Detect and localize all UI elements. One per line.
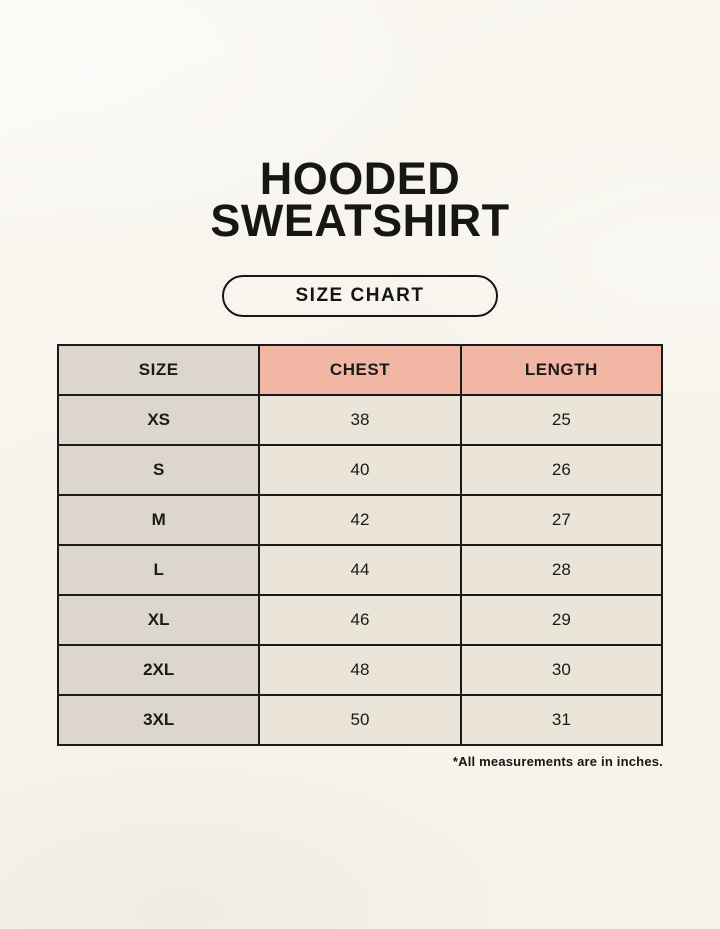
length-value: 29 xyxy=(459,594,664,646)
chest-value: 46 xyxy=(258,594,462,646)
measurement-note: *All measurements are in inches. xyxy=(452,754,663,769)
chest-value: 40 xyxy=(258,444,462,496)
size-label: S xyxy=(56,444,261,496)
size-label: M xyxy=(56,494,261,546)
chest-value: 48 xyxy=(258,644,462,696)
size-label: 2XL xyxy=(56,644,261,696)
column-header-size: SIZE xyxy=(56,344,261,396)
chest-value: 38 xyxy=(258,394,462,446)
size-label: L xyxy=(56,544,261,596)
table-row: XL 46 29 xyxy=(56,594,664,646)
page-title: HOODED SWEATSHIRT xyxy=(0,153,720,246)
chest-value: 50 xyxy=(258,694,462,746)
size-chart-badge-label: SIZE CHART xyxy=(295,285,425,306)
table-header-row: SIZE CHEST LENGTH xyxy=(56,344,664,396)
chest-value: 42 xyxy=(258,494,462,546)
length-value: 31 xyxy=(459,694,664,746)
length-value: 30 xyxy=(459,644,664,696)
size-chart-table: SIZE CHEST LENGTH XS 38 25 S 40 26 M 42 … xyxy=(56,344,664,746)
page-title-line1: HOODED xyxy=(259,153,461,204)
table-row: XS 38 25 xyxy=(56,394,664,446)
size-label: XS xyxy=(56,394,261,446)
table-row: L 44 28 xyxy=(56,544,664,596)
length-value: 27 xyxy=(459,494,664,546)
table-row: 3XL 50 31 xyxy=(56,694,664,746)
size-chart-badge: SIZE CHART xyxy=(222,275,498,317)
table-row: 2XL 48 30 xyxy=(56,644,664,696)
table-row: S 40 26 xyxy=(56,444,664,496)
length-value: 28 xyxy=(459,544,664,596)
length-value: 26 xyxy=(459,444,664,496)
length-value: 25 xyxy=(459,394,664,446)
column-header-chest: CHEST xyxy=(258,344,462,396)
table-row: M 42 27 xyxy=(56,494,664,546)
page-title-line2: SWEATSHIRT xyxy=(210,195,510,246)
column-header-length: LENGTH xyxy=(459,344,664,396)
size-label: 3XL xyxy=(56,694,261,746)
chest-value: 44 xyxy=(258,544,462,596)
size-label: XL xyxy=(56,594,261,646)
